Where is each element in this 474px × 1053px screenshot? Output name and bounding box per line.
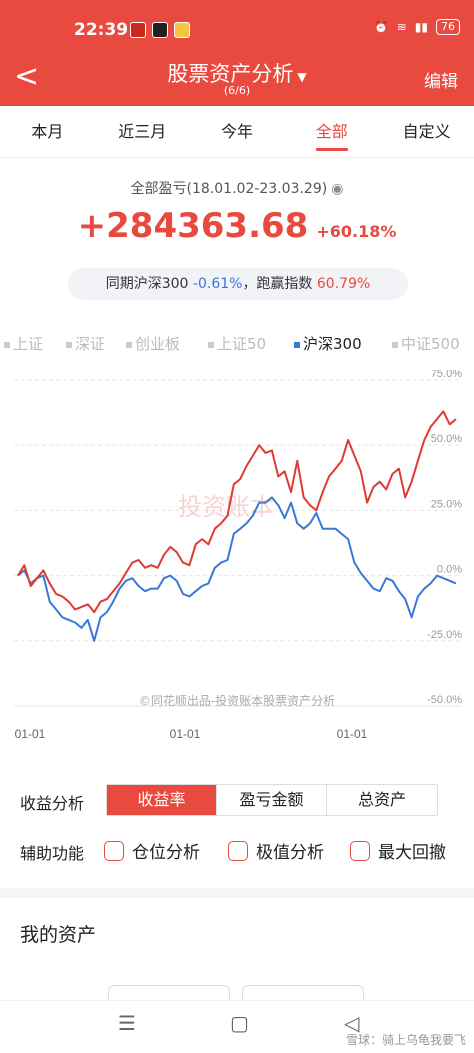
stock-app-icon xyxy=(130,22,146,38)
legend-label: 深证 xyxy=(75,335,106,353)
home-icon[interactable]: ▢ xyxy=(230,1011,249,1035)
extremum-analysis-checkbox[interactable]: 极值分析 xyxy=(228,838,324,863)
page-title[interactable]: 股票资产分析 ▼ xyxy=(0,58,474,88)
chevron-down-icon: ▼ xyxy=(297,70,307,84)
tab-three-months[interactable]: 近三月 xyxy=(118,122,167,141)
legend-hs300[interactable]: 沪深300 xyxy=(294,333,362,354)
signal-icon: ▮▮ xyxy=(414,20,428,34)
max-drawdown-checkbox[interactable]: 最大回撤 xyxy=(350,838,446,863)
period-tabs: 本月 近三月 今年 全部 自定义 xyxy=(0,106,474,158)
summary-label-row: 全部盈亏(18.01.02-23.03.29) ◉ xyxy=(0,178,474,198)
option-profit-amount[interactable]: 盈亏金额 xyxy=(217,785,327,815)
legend-marker xyxy=(4,341,10,348)
menu-icon[interactable]: ☰ xyxy=(118,1011,136,1035)
option-total-assets[interactable]: 总资产 xyxy=(357,790,406,809)
watermark-text: 雪球：骑上乌龟我要飞 xyxy=(345,1033,466,1047)
page-title-text: 股票资产分析 xyxy=(167,62,294,86)
legend-marker xyxy=(294,341,300,348)
checkbox-label: 仓位分析 xyxy=(132,843,200,863)
return-chart[interactable]: 75.0% 50.0% 25.0% 0.0% -25.0% -50.0% 投资账本 ©同花顺出… xyxy=(0,368,474,750)
chart-footer: ©同花顺出品-投资账本股票资产分析 xyxy=(139,693,335,708)
tab-all[interactable]: 全部 xyxy=(284,106,379,157)
legend-chinext[interactable]: 创业板 xyxy=(126,333,180,354)
y-tick-label: 75.0% xyxy=(431,370,462,380)
nav-bar: < 股票资产分析 ▼ (6/6) 编辑 xyxy=(0,60,474,106)
status-time: 22:39 xyxy=(74,20,129,40)
option-return-rate[interactable]: 收益率 xyxy=(107,785,217,815)
checkbox-icon xyxy=(104,840,124,861)
y-tick-label: 50.0% xyxy=(431,433,462,445)
return-chart-svg: 75.0%50.0%25.0%0.0%-25.0%-50.0%投资账本©同花顺出… xyxy=(14,368,462,741)
legend-shenzhen[interactable]: 深证 xyxy=(66,333,105,354)
summary-values: +284363.68 +60.18% xyxy=(0,206,474,246)
legend-shanghai[interactable]: 上证 xyxy=(4,333,43,354)
analysis-label: 收益分析 xyxy=(20,794,85,813)
x-tick-label: 01-01 xyxy=(337,727,368,741)
my-assets-title: 我的资产 xyxy=(20,924,97,946)
page-index: (6/6) xyxy=(223,84,251,97)
tab-this-year[interactable]: 今年 xyxy=(220,122,253,141)
weibo-icon xyxy=(174,22,190,38)
section-divider xyxy=(0,888,474,898)
y-tick-label: 0.0% xyxy=(437,564,462,576)
total-return: +60.18% xyxy=(316,222,397,241)
benchmark-compare: 同期沪深300 -0.61%，跑赢指数 60.79% xyxy=(68,268,408,300)
y-tick-label: -50.0% xyxy=(427,694,462,706)
tab-custom[interactable]: 自定义 xyxy=(402,122,451,141)
checkbox-icon xyxy=(228,840,248,861)
legend-csi500[interactable]: 中证500 xyxy=(392,333,460,354)
hs300-return: -0.61% xyxy=(192,276,243,292)
eye-icon[interactable]: ◉ xyxy=(331,181,344,197)
index-legend: 上证 深证 创业板 上证50 沪深300 中证500 xyxy=(0,333,474,355)
total-profit: +284363.68 xyxy=(77,206,309,246)
summary-label: 全部盈亏(18.01.02-23.03.29) xyxy=(130,181,328,197)
legend-label: 上证50 xyxy=(217,335,267,353)
legend-marker xyxy=(66,341,72,348)
legend-label: 上证 xyxy=(13,335,44,353)
status-bar: 22:39 ⏰ ≋ ▮▮ 76 xyxy=(0,0,474,60)
system-nav-bar: ☰ ▢ ◁ 雪球：骑上乌龟我要飞 xyxy=(0,1000,474,1053)
hs300-return-line xyxy=(17,496,457,642)
legend-marker xyxy=(392,341,398,348)
legend-marker xyxy=(208,341,214,348)
back-icon[interactable]: < xyxy=(14,59,40,94)
checkbox-label: 极值分析 xyxy=(256,843,324,863)
legend-marker xyxy=(126,341,132,348)
x-tick-label: 01-01 xyxy=(15,727,46,741)
legend-label: 沪深300 xyxy=(303,335,362,353)
legend-sse50[interactable]: 上证50 xyxy=(208,333,266,354)
y-tick-label: 25.0% xyxy=(431,498,462,510)
legend-label: 创业板 xyxy=(135,335,181,353)
back-nav-icon[interactable]: ◁ xyxy=(344,1011,360,1035)
aux-label: 辅助功能 xyxy=(20,844,85,863)
y-tick-label: -25.0% xyxy=(427,629,462,641)
legend-label: 中证500 xyxy=(401,335,460,353)
tab-month[interactable]: 本月 xyxy=(31,122,64,141)
analysis-switch: 收益率 盈亏金额 总资产 xyxy=(106,784,438,816)
battery-icon: 76 xyxy=(436,19,460,35)
compare-prefix: 同期沪深300 xyxy=(105,276,189,292)
notification-icon xyxy=(152,22,168,38)
wifi-icon: ≋ xyxy=(396,20,407,34)
position-analysis-checkbox[interactable]: 仓位分析 xyxy=(104,838,200,863)
checkbox-icon xyxy=(350,840,370,861)
portfolio-return-line xyxy=(17,410,457,614)
alarm-icon: ⏰ xyxy=(373,20,389,34)
checkbox-label: 最大回撤 xyxy=(378,843,446,863)
compare-mid: ，跑赢指数 xyxy=(242,276,313,292)
outperform-value: 60.79% xyxy=(316,276,371,292)
status-right: ⏰ ≋ ▮▮ 76 xyxy=(374,19,460,35)
x-tick-label: 01-01 xyxy=(170,727,201,741)
edit-button[interactable]: 编辑 xyxy=(424,72,458,92)
